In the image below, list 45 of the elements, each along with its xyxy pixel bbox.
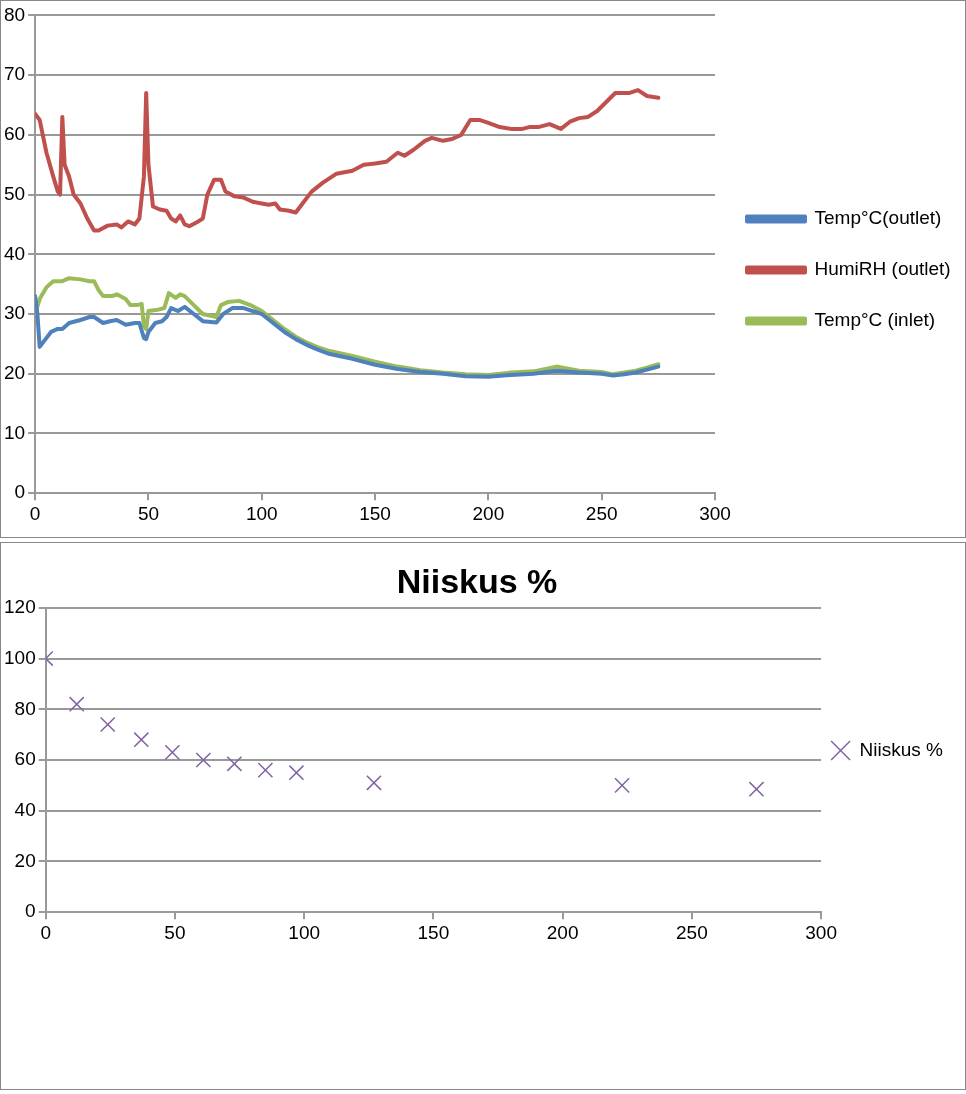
point xyxy=(99,716,116,733)
legend-label: Niiskus % xyxy=(859,738,944,760)
point xyxy=(68,696,85,713)
x-tick-label: 200 xyxy=(472,502,505,524)
y-tick-label: 10 xyxy=(3,421,26,443)
y-tick-label: 60 xyxy=(3,123,26,145)
point xyxy=(614,777,630,794)
y-tick-label: 40 xyxy=(14,798,36,820)
point xyxy=(133,731,150,748)
point xyxy=(257,762,274,778)
y-tick-label: 50 xyxy=(3,182,26,204)
x-tick-label: 300 xyxy=(805,921,837,943)
x-tick-label: 50 xyxy=(137,502,160,524)
legend-label: Temp°C (inlet) xyxy=(814,309,936,331)
point xyxy=(748,781,765,797)
y-tick-label: 20 xyxy=(14,849,36,871)
y-tick-label: 0 xyxy=(14,481,26,503)
x-tick-label: 150 xyxy=(359,502,391,524)
point xyxy=(195,752,212,768)
x-tick-label: 100 xyxy=(288,921,321,943)
x-tick-label: 100 xyxy=(245,502,278,524)
y-tick-label: 70 xyxy=(3,63,26,85)
y-tick-label: 30 xyxy=(3,302,26,324)
legend-label: HumiRH (outlet) xyxy=(814,258,951,280)
x-tick-label: 200 xyxy=(546,921,579,943)
x-tick-label: 0 xyxy=(40,921,51,943)
point xyxy=(366,775,382,791)
x-tick-label: 250 xyxy=(676,921,708,943)
x-tick-label: 250 xyxy=(585,502,618,524)
y-tick-label: 40 xyxy=(3,242,26,264)
point xyxy=(164,744,181,761)
x-tick-label: 50 xyxy=(164,921,186,943)
x-tick-label: 300 xyxy=(699,502,731,524)
legend-label: Temp°C(outlet) xyxy=(814,207,942,229)
point xyxy=(226,755,243,772)
y-tick-label: 120 xyxy=(4,596,36,618)
y-tick-label: 20 xyxy=(3,361,26,383)
y-tick-label: 80 xyxy=(3,3,26,25)
chart-title: Niiskus % xyxy=(396,561,558,600)
y-tick-label: 0 xyxy=(25,900,36,922)
point xyxy=(288,764,305,781)
y-tick-label: 80 xyxy=(14,697,36,719)
y-tick-label: 60 xyxy=(14,748,36,770)
x-tick-label: 150 xyxy=(417,921,450,943)
y-tick-label: 100 xyxy=(4,646,36,668)
